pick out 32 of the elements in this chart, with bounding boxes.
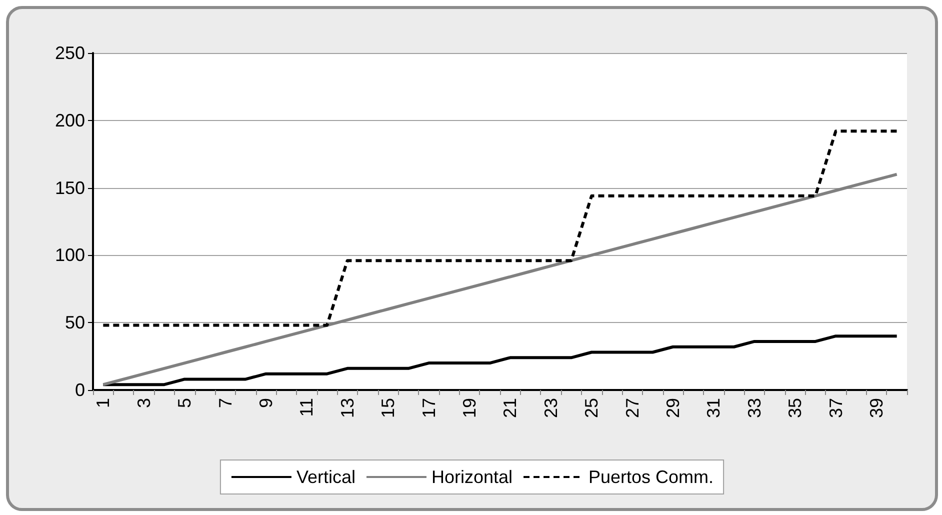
x-tick-label: 15	[378, 398, 398, 418]
y-tick-label: 200	[54, 110, 85, 130]
y-tick-label: 100	[54, 245, 85, 266]
x-tick-label: 9	[256, 398, 276, 408]
line-series	[102, 172, 898, 386]
x-tick-label: 39	[866, 398, 886, 418]
y-tick-label: 250	[54, 43, 85, 63]
x-tick-label: 17	[418, 398, 439, 418]
x-tick-label: 5	[174, 398, 195, 408]
x-tick-label: 13	[337, 398, 358, 418]
x-tick-label: 37	[826, 398, 846, 418]
line-series	[102, 130, 898, 327]
x-tick-label: 11	[296, 398, 317, 417]
legend-label: Puertos Comm.	[588, 467, 714, 487]
legend-label: Vertical	[296, 467, 356, 487]
x-tick-label: 7	[215, 398, 236, 408]
legend-label: Horizontal	[431, 467, 513, 487]
x-tick-label: 1	[93, 398, 114, 408]
x-tick-label: 31	[704, 398, 724, 418]
x-tick-label: 23	[540, 398, 561, 418]
y-tick-label: 0	[74, 380, 85, 400]
y-tick-label: 150	[54, 178, 85, 198]
y-tick-label: 50	[64, 312, 85, 333]
x-tick-label: 25	[582, 398, 602, 418]
x-tick-label: 35	[785, 398, 806, 418]
line-series	[102, 334, 898, 386]
x-tick-label: 33	[744, 398, 764, 418]
x-tick-label: 27	[622, 398, 642, 418]
x-tick-label: 19	[459, 398, 480, 418]
x-tick-label: 29	[662, 398, 683, 418]
x-tick-label: 3	[134, 398, 154, 408]
x-tick-label: 21	[500, 398, 520, 418]
